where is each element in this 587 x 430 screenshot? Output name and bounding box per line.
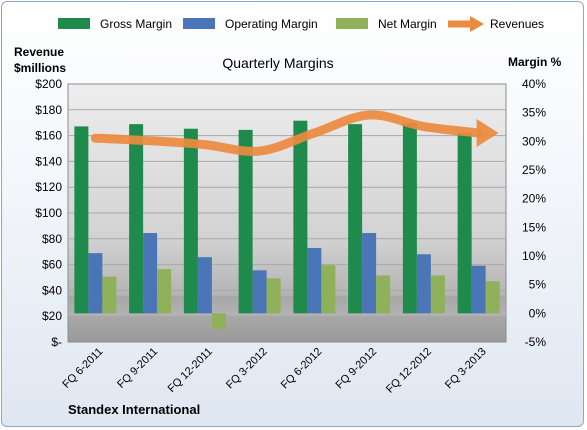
bar-operating-margin [307,247,322,314]
bar-operating-margin [88,253,103,314]
legend-swatch [336,18,368,29]
right-tick-label: 20% [522,192,546,206]
category-label: FQ 3-2013 [443,346,489,392]
chart-title: Quarterly Margins [222,55,333,71]
legend-swatch [58,18,90,29]
category-label: FQ 9-2012 [334,346,380,392]
bar-operating-margin [143,233,158,314]
category-label: FQ 3-2012 [224,346,270,392]
bar-net-margin [102,276,117,314]
right-tick-label: 5% [529,278,547,292]
legend-swatch [183,18,215,29]
plot-floor [68,296,506,316]
bar-gross-margin [183,128,198,314]
right-tick-label: 25% [522,163,546,177]
left-tick-label: $140 [35,154,62,168]
legend-swatch-arrow [470,16,484,32]
legend-label: Revenues [490,17,544,31]
left-tick-label: $160 [35,129,62,143]
category-label: FQ 6-2011 [60,346,105,391]
bar-gross-margin [238,129,253,314]
left-tick-label: $80 [42,232,62,246]
right-tick-label: 0% [529,306,547,320]
left-tick-label: $60 [42,258,62,272]
bar-net-margin [376,275,391,314]
legend-label: Net Margin [378,17,437,31]
right-tick-label: 10% [522,249,546,263]
bar-gross-margin [402,122,417,314]
left-tick-label: $180 [35,103,62,117]
category-label: FQ 9-2011 [115,346,160,391]
bar-net-margin [430,275,445,314]
left-axis-ticks: $- $20 $40 $60 $80 $100 $120 $140 $160 $180 $200 [35,77,62,349]
right-tick-label: 30% [522,134,546,148]
bar-net-margin [485,281,500,314]
left-tick-label: $20 [42,309,62,323]
category-label: FQ 6-2012 [279,346,325,392]
bar-operating-margin [252,270,267,314]
left-tick-label: $40 [42,283,62,297]
bar-net-margin [321,265,336,314]
bar-net-margin [211,313,226,329]
bar-gross-margin [457,132,472,314]
category-label: FQ 12-2011 [166,346,215,395]
bar-operating-margin [362,233,377,314]
bar-operating-margin [471,265,486,314]
bars [74,120,500,329]
legend-label: Gross Margin [100,17,172,31]
company-label: Standex International [68,402,200,417]
revenue-line [90,110,499,156]
left-tick-label: $120 [35,180,62,194]
right-tick-label: 35% [522,106,546,120]
bar-gross-margin [293,120,308,314]
left-axis-label-line1: Revenue [14,45,64,59]
bar-operating-margin [416,254,431,314]
category-labels: FQ 6-2011 FQ 9-2011 FQ 12-2011 FQ 3-2012 FQ … [60,346,488,396]
legend: Gross Margin Operating Margin Net Margin Re… [58,16,544,32]
bar-net-margin [266,278,281,314]
bar-net-margin [157,269,172,314]
left-tick-label: $- [51,335,62,349]
category-label: FQ 12-2012 [384,346,434,396]
bar-gross-margin [348,124,363,314]
bar-operating-margin [197,257,212,314]
left-axis-label-line2: $millions [14,61,66,75]
revenue-line-path [90,110,484,156]
bar-gross-margin [74,126,89,314]
left-tick-label: $200 [35,77,62,91]
right-tick-label: -5% [525,335,547,349]
right-axis-ticks: -5% 0% 5% 10% 15% 20% 25% 30% 35% 40% [522,77,546,349]
right-tick-label: 15% [522,220,546,234]
bar-gross-margin [129,124,144,314]
right-tick-label: 40% [522,77,546,91]
legend-label: Operating Margin [225,17,318,31]
revenue-arrowhead [476,119,499,148]
right-axis-label: Margin % [508,55,562,69]
left-tick-label: $100 [35,206,62,220]
